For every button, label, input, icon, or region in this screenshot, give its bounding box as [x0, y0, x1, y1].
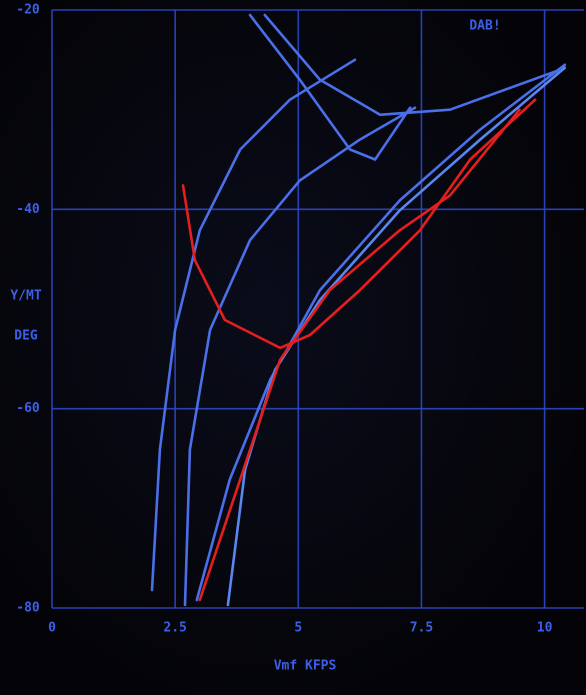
y-tick-label: -20 — [16, 3, 40, 18]
curve — [228, 68, 565, 605]
annotation: DAB! — [469, 19, 500, 34]
curve — [250, 15, 410, 160]
chart: DAB! Y/MT DEG Vmf KFPS 0 2.5 5 7.5 10 -20 -40 -… — [0, 0, 586, 695]
x-tick-label: 10 — [537, 621, 553, 636]
curve — [200, 110, 520, 600]
x-tick-label: 7.5 — [410, 621, 433, 636]
y-axis-label: Y/MT — [10, 289, 41, 304]
x-axis-label: Vmf KFPS — [274, 659, 337, 674]
curve — [185, 108, 415, 605]
y-tick-label: -60 — [16, 401, 40, 416]
y-axis-label: DEG — [14, 329, 38, 344]
y-tick-label: -80 — [16, 601, 40, 616]
x-tick-label: 2.5 — [163, 621, 186, 636]
y-tick-label: -40 — [16, 202, 40, 217]
x-tick-label: 0 — [48, 621, 56, 636]
curve — [152, 60, 355, 590]
x-tick-label: 5 — [294, 621, 302, 636]
curve — [265, 15, 560, 115]
